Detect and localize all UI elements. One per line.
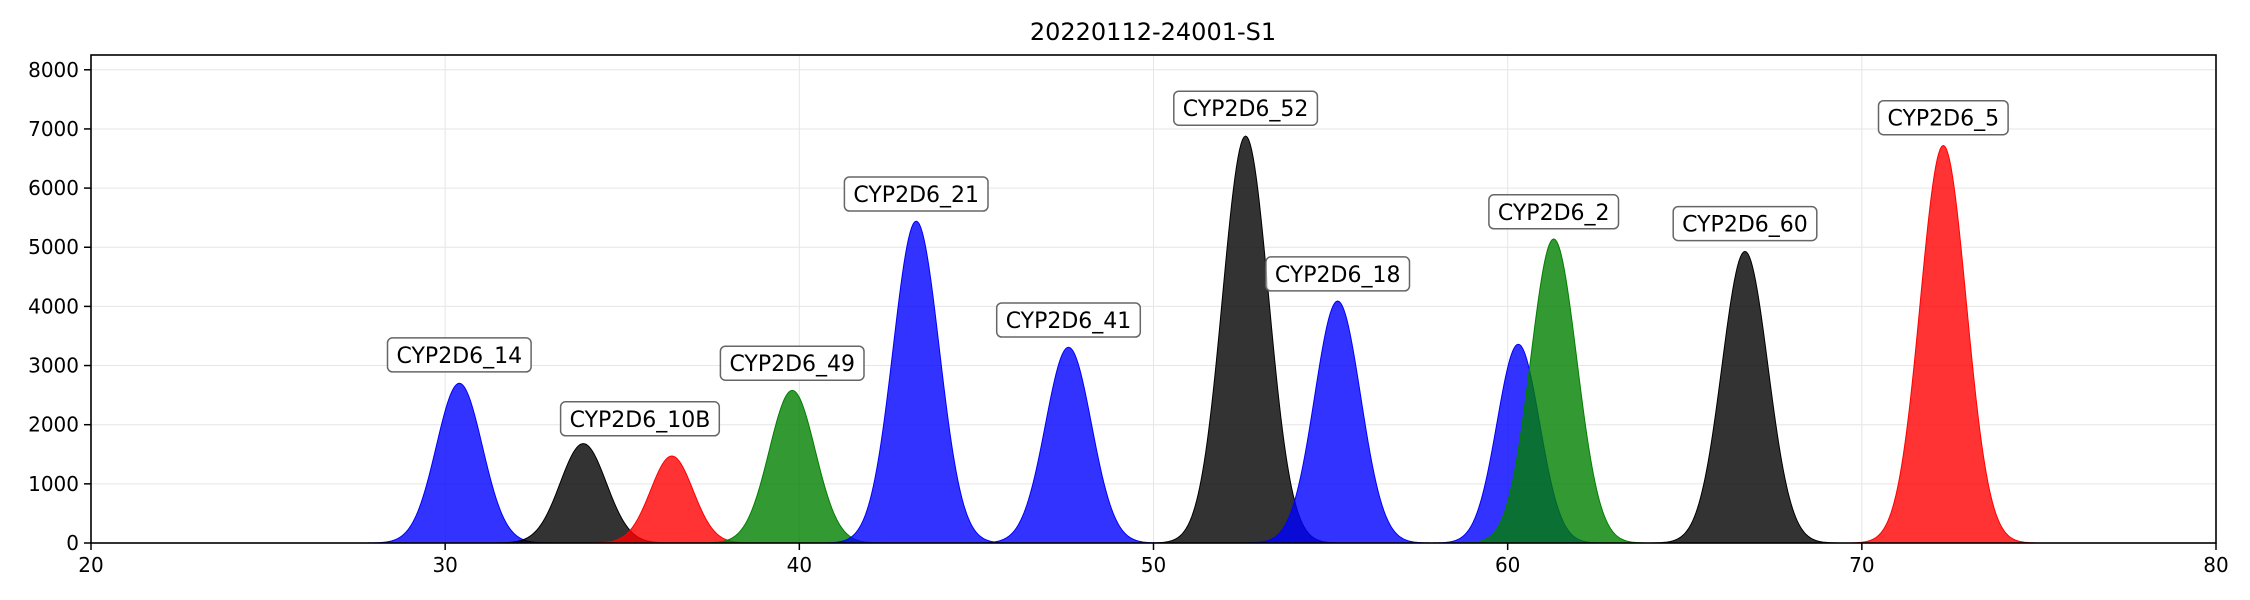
- peak-4: [823, 220, 1009, 544]
- peak-label-6: CYP2D6_52: [1173, 90, 1319, 126]
- peak-label-text: CYP2D6_2: [1498, 201, 1610, 226]
- y-tick-label: 0: [66, 531, 79, 555]
- peak-label-1: CYP2D6_10B: [559, 401, 721, 437]
- x-tick-label: 40: [787, 553, 812, 577]
- peak-label-9: CYP2D6_2: [1488, 194, 1620, 230]
- x-tick-label: 70: [1849, 553, 1874, 577]
- peak-11: [1850, 144, 2036, 544]
- peak-label-box: [1265, 256, 1411, 292]
- peak-label-box: [995, 302, 1142, 338]
- peak-label-text: CYP2D6_18: [1275, 263, 1401, 288]
- peak-label-box: [1488, 194, 1620, 230]
- peak-label-box: [559, 401, 721, 437]
- x-tick-label: 20: [78, 553, 103, 577]
- peak-label-box: [719, 345, 865, 381]
- y-tick-label: 7000: [28, 117, 79, 141]
- peak-label-10: CYP2D6_60: [1672, 205, 1818, 242]
- peak-label-text: CYP2D6_21: [853, 183, 979, 208]
- peak-label-4: CYP2D6_21: [843, 176, 989, 212]
- peak-label-box: [1173, 90, 1319, 126]
- peak-7: [1245, 300, 1431, 544]
- axes: 20 30 40 50 60 70 80 0 1000 2000 3000 4000 5000 6000 7…: [28, 54, 2229, 577]
- peak-10: [1652, 250, 1838, 544]
- y-tick-label: 4000: [28, 294, 79, 318]
- x-tick-label: 30: [432, 553, 457, 577]
- peak-label-text: CYP2D6_49: [729, 352, 855, 377]
- y-tick-label: 5000: [28, 235, 79, 259]
- x-tick-label: 50: [1141, 553, 1166, 577]
- peak-label-7: CYP2D6_18: [1265, 256, 1411, 292]
- peak-labels: CYP2D6_14 CYP2D6_10B CYP2D6_49 CYP2D6_21 CYP…: [386, 90, 2009, 437]
- peak-fills: [366, 135, 2036, 544]
- peak-label-text: CYP2D6_52: [1183, 97, 1309, 122]
- peak-label-5: CYP2D6_41: [995, 302, 1142, 338]
- peak-label-box: [1877, 99, 2009, 136]
- peak-label-text: CYP2D6_10B: [570, 408, 711, 433]
- peak-label-3: CYP2D6_49: [719, 345, 865, 381]
- peak-label-box: [843, 176, 989, 212]
- y-tick-label: 1000: [28, 472, 79, 496]
- peak-3: [699, 389, 885, 544]
- peak-0: [366, 382, 552, 544]
- peak-label-text: CYP2D6_14: [397, 344, 523, 369]
- peak-5: [975, 346, 1162, 544]
- x-tick-label: 80: [2203, 553, 2228, 577]
- y-tick-label: 2000: [28, 413, 79, 437]
- y-tick-label: 3000: [28, 354, 79, 378]
- chart-title: 20220112-24001-S1: [1030, 18, 1276, 46]
- x-tick-label: 60: [1495, 553, 1520, 577]
- y-tick-label: 6000: [28, 176, 79, 200]
- peak-9: [1461, 238, 1647, 544]
- peak-label-box: [386, 337, 532, 373]
- y-tick-label: 8000: [28, 58, 79, 82]
- peak-label-box: [1672, 205, 1818, 242]
- peak-label-text: CYP2D6_41: [1006, 309, 1132, 334]
- peak-label-text: CYP2D6_60: [1682, 213, 1808, 238]
- peak-label-text: CYP2D6_5: [1887, 107, 1999, 132]
- peak-label-11: CYP2D6_5: [1877, 99, 2009, 136]
- peak-label-0: CYP2D6_14: [386, 337, 532, 373]
